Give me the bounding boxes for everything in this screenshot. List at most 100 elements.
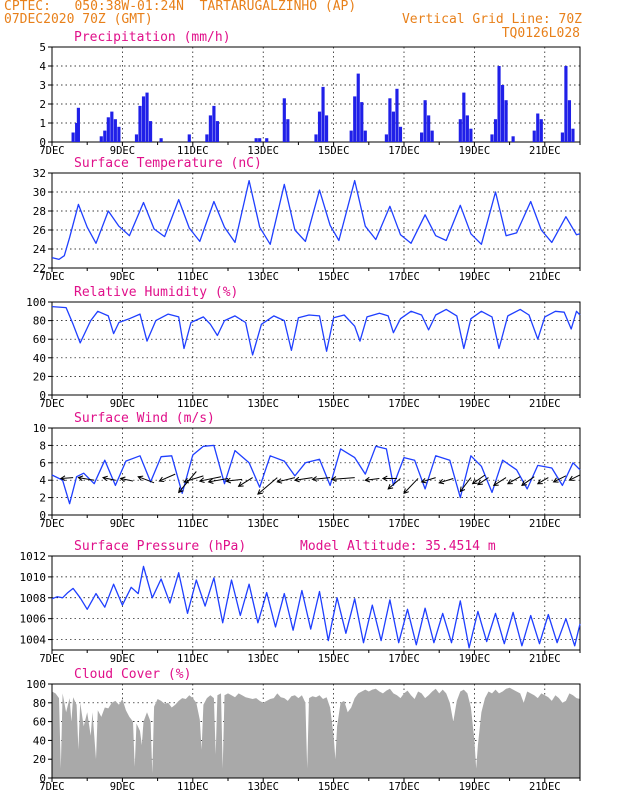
wind-arrow [102, 477, 116, 481]
y-tick-label: 8 [39, 439, 46, 452]
x-tick-label: 19DEC [459, 398, 491, 410]
precip-bar [384, 134, 388, 142]
precip-bar [71, 132, 75, 142]
x-tick-label: 21DEC [529, 145, 561, 157]
temp-panel: 22 24 26 28 30 32 7DEC 9DEC 11DEC 13DEC 15DEC 17DEC… [33, 156, 581, 283]
y-tick-label: 20 [33, 370, 46, 383]
wind-arrow [569, 474, 581, 481]
y-tick-label: 3 [39, 79, 46, 92]
y-tick-label: 1012 [20, 550, 47, 563]
pres-title: Surface Pressure (hPa) [74, 539, 246, 554]
precip-bar [208, 115, 212, 142]
precip-bar [539, 119, 543, 142]
y-tick-label: 22 [33, 262, 46, 275]
y-tick-label: 1004 [20, 634, 47, 647]
header-station: CPTEC: 050:38W-01:24N TARTARUGALZINHO (A… [4, 0, 357, 14]
precip-bar [469, 128, 473, 142]
precip-bar [258, 138, 262, 142]
precip-bar [110, 111, 114, 142]
precip-bar [564, 66, 568, 142]
precip-bar [103, 130, 107, 142]
y-tick-label: 1010 [20, 571, 47, 584]
precip-title: Precipitation (mm/h) [74, 30, 231, 45]
x-tick-label: 9DEC [110, 781, 135, 793]
wind-arrow [421, 477, 436, 483]
wind-arrow-head [59, 475, 66, 481]
wind-arrow-head [387, 484, 394, 490]
precip-bar [321, 86, 325, 142]
wind-arrow [365, 477, 380, 481]
y-tick-label: 40 [33, 352, 46, 365]
y-tick-label: 1 [39, 117, 46, 130]
x-tick-label: 15DEC [318, 398, 350, 410]
x-tick-label: 7DEC [39, 145, 64, 157]
wind-arrow-head [183, 477, 189, 484]
x-tick-label: 15DEC [318, 781, 350, 793]
y-tick-label: 20 [33, 753, 46, 766]
x-tick-label: 11DEC [177, 781, 209, 793]
wind-arrow-head [506, 479, 513, 485]
wind-arrow [331, 477, 355, 480]
x-tick-label: 19DEC [459, 145, 491, 157]
x-tick-label: 15DEC [318, 145, 350, 157]
precip-bar [113, 119, 117, 142]
x-tick-label: 21DEC [529, 781, 561, 793]
x-tick-label: 11DEC [177, 653, 209, 665]
precip-bar [388, 98, 392, 142]
wind-arrow-head [119, 476, 126, 483]
wind-arrow [294, 477, 313, 481]
wind-arrow-head [178, 487, 184, 494]
precip-bar [423, 100, 427, 142]
x-tick-label: 7DEC [39, 398, 64, 410]
x-tick-label: 13DEC [247, 145, 279, 157]
precip-bar [500, 85, 505, 142]
wind-arrow-head [381, 475, 388, 482]
wind-arrow-head [225, 477, 232, 484]
wind-arrow-head [137, 475, 144, 481]
y-tick-label: 1008 [20, 592, 47, 605]
wind-arrow-head [403, 488, 409, 495]
precip-bar [215, 121, 220, 142]
x-tick-label: 11DEC [177, 398, 209, 410]
x-tick-label: 17DEC [388, 653, 420, 665]
wind-arrow [199, 476, 222, 482]
x-tick-label: 17DEC [388, 781, 420, 793]
precip-bar [159, 138, 163, 142]
precip-bar [141, 96, 146, 142]
wind-arrow-head [207, 478, 214, 484]
wind-arrow [472, 474, 486, 485]
y-tick-label: 2 [39, 492, 46, 505]
header-date: 07DEC2020 70Z (GMT) [4, 12, 153, 27]
x-tick-label: 21DEC [529, 518, 561, 530]
model-altitude-label: Model Altitude: 35.4514 m [300, 539, 496, 554]
temp-title: Surface Temperature (nC) [74, 156, 262, 171]
y-tick-label: 2 [39, 98, 46, 111]
wind-arrow-head [276, 478, 283, 484]
precip-bar [462, 92, 466, 142]
precip-bar [356, 73, 360, 142]
x-tick-label: 9DEC [110, 653, 135, 665]
temp-line [51, 179, 581, 261]
x-tick-label: 13DEC [247, 653, 279, 665]
wind-arrow [493, 477, 507, 486]
wind-arrow-head [293, 476, 300, 483]
wind-arrow [178, 471, 197, 493]
y-tick-label: 32 [33, 167, 46, 180]
precip-bar [430, 130, 434, 142]
y-tick-label: 1006 [20, 613, 47, 626]
x-tick-label: 11DEC [177, 518, 209, 530]
wind-arrow-head [536, 479, 543, 485]
wind-arrow [521, 476, 535, 486]
wind-arrow [507, 476, 521, 485]
y-tick-label: 10 [33, 422, 46, 435]
y-tick-label: 26 [33, 224, 46, 237]
y-tick-label: 80 [33, 315, 46, 328]
y-tick-label: 60 [33, 716, 46, 729]
x-tick-label: 11DEC [177, 271, 209, 283]
wind-arrow [387, 478, 401, 490]
precip-bar [324, 115, 329, 142]
wind-arrow-head [477, 479, 483, 486]
x-tick-label: 13DEC [247, 271, 279, 283]
y-tick-label: 24 [33, 243, 47, 256]
wind-arrow-head [438, 478, 445, 485]
